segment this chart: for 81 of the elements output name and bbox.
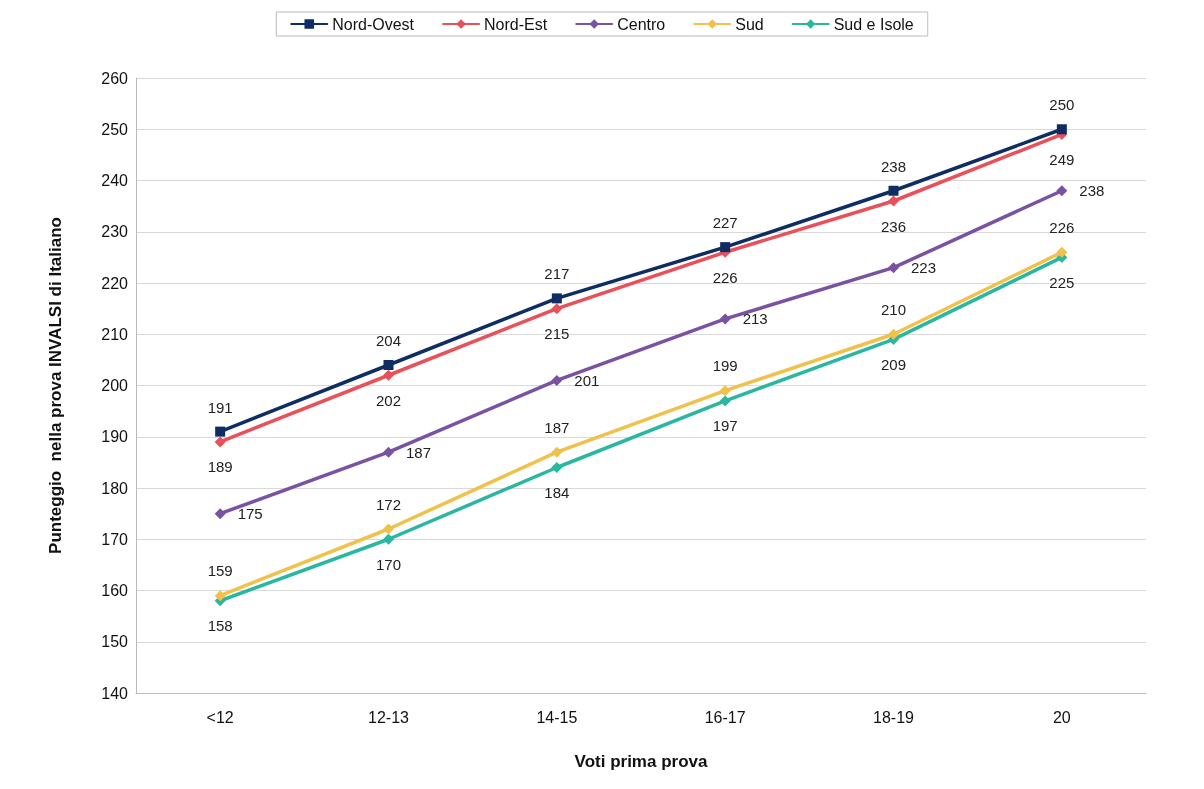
point [383,533,394,545]
point [383,369,394,381]
point [720,242,731,253]
data-label: 226 [712,268,738,286]
point [214,508,226,520]
data-label: 210 [880,300,907,318]
point [214,436,226,448]
point [1056,124,1067,135]
x-tick-label: 18-19 [873,708,915,726]
y-tick-label: 180 [101,479,129,497]
data-label: 199 [712,357,738,375]
legend-label: Sud [735,15,764,33]
point [383,523,394,535]
x-tick-label: <12 [206,708,234,726]
y-tick-label: 230 [101,223,129,241]
x-tick-label: 16-17 [704,708,746,726]
data-label: 175 [237,505,263,523]
data-label: 159 [207,562,233,580]
data-label: 213 [742,310,768,328]
data-label: 250 [1049,96,1075,114]
legend-label: Centro [617,15,666,33]
y-tick-label: 150 [101,633,129,651]
legend-label: Sud e Isole [833,15,914,33]
data-label: 227 [712,214,738,232]
point [719,395,731,407]
data-label: 225 [1049,273,1075,291]
data-label: 209 [880,355,907,373]
point [1056,246,1068,258]
data-label: 249 [1049,150,1075,168]
data-label: 238 [880,157,907,175]
data-label: 226 [1049,218,1075,236]
x-axis-title: Voti prima prova [574,752,708,771]
data-label: 201 [574,371,600,389]
data-label: 187 [544,418,570,436]
y-tick-label: 190 [101,428,129,446]
point [888,195,899,207]
data-label: 238 [1079,182,1105,200]
data-label: 202 [375,391,402,409]
y-tick-label: 240 [101,172,129,189]
data-label: 197 [712,417,738,435]
y-tick-label: 210 [101,325,129,343]
point [888,328,899,340]
legend-label: Nord-Est [484,15,548,33]
point [719,385,731,397]
point [551,462,563,473]
point [719,313,731,325]
point [551,303,563,315]
point [888,185,899,196]
data-label: 217 [544,265,570,283]
point [551,293,562,304]
point [551,446,563,458]
data-label: 189 [207,458,233,476]
legend-label: Nord-Ovest [332,15,415,33]
point [383,446,394,458]
y-tick-label: 260 [101,69,129,87]
y-tick-label: 250 [101,120,129,138]
point [214,590,226,602]
point [551,374,563,386]
y-tick-label: 220 [101,274,129,292]
x-tick-label: 20 [1052,708,1071,726]
data-label: 187 [406,443,432,461]
data-label: 204 [375,332,402,349]
data-label: 191 [207,398,233,416]
y-tick-label: 140 [101,684,129,702]
data-label: 215 [544,325,570,343]
data-label: 236 [880,217,907,235]
data-label: 172 [375,495,402,513]
data-label: 158 [207,617,233,635]
x-tick-label: 12-13 [368,708,410,726]
point [888,262,899,274]
data-label: 170 [375,555,402,573]
y-tick-label: 160 [101,582,129,599]
data-label: 223 [911,259,937,277]
point [215,426,226,437]
y-tick-label: 170 [101,530,129,548]
x-tick-label: 14-15 [536,708,578,726]
y-axis-title: Punteggio nella prova INVALSI di Italiano [46,217,65,554]
point [383,360,394,370]
data-label: 184 [544,484,570,501]
point [1056,185,1068,197]
y-tick-label: 200 [101,377,129,394]
